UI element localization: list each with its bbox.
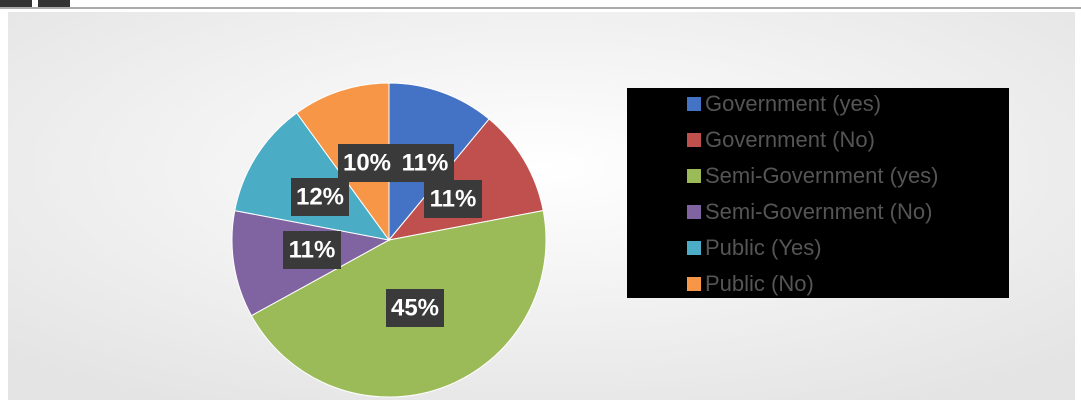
- data-label-box: [338, 144, 396, 182]
- data-label: 12%: [296, 183, 344, 210]
- data-label: 11%: [430, 185, 477, 212]
- data-label: 11%: [289, 236, 336, 263]
- legend-swatch: [687, 277, 701, 291]
- data-label-box: [291, 178, 349, 216]
- pie-slice: [234, 112, 391, 241]
- legend-swatch: [687, 241, 701, 255]
- legend-swatch: [687, 97, 701, 111]
- data-label: 11%: [402, 149, 449, 176]
- legend-label: Government (yes): [705, 91, 881, 116]
- data-label: 10%: [343, 149, 391, 176]
- legend-swatch: [687, 133, 701, 147]
- icon: [38, 0, 70, 8]
- legend-label: Public (No): [705, 271, 814, 296]
- data-label-box: [396, 144, 454, 182]
- data-label-box: [386, 289, 444, 327]
- legend-label: Government (No): [705, 127, 875, 152]
- data-label-box: [283, 231, 341, 269]
- legend-label: Public (Yes): [705, 235, 822, 260]
- legend-swatch: [687, 169, 701, 183]
- legend-label: Semi-Government (No): [705, 199, 932, 224]
- legend-box: [627, 88, 1009, 298]
- icon: [0, 0, 32, 8]
- legend-swatch: [687, 205, 701, 219]
- data-label-box: [424, 180, 482, 218]
- legend-label: Semi-Government (yes): [705, 163, 939, 188]
- data-label: 45%: [391, 294, 439, 321]
